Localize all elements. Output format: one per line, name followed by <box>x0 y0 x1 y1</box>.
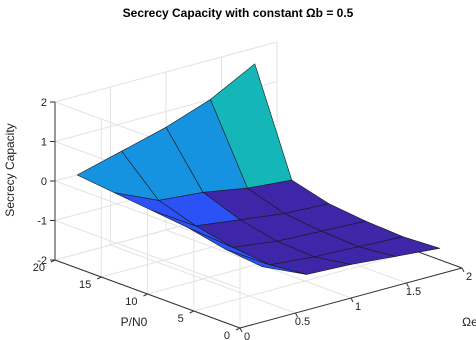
z-tick-label: -1 <box>37 216 47 228</box>
y-tick-label: 0 <box>224 330 230 340</box>
x-tick-label: 1.5 <box>406 286 421 298</box>
z-axis-label: Secrecy Capacity <box>3 123 17 216</box>
surface-patch-0-4 <box>76 150 159 201</box>
x-tick-label: 1 <box>355 301 361 313</box>
x-tick-label: 0 <box>244 331 250 340</box>
y-tick-mark <box>97 276 102 280</box>
y-tick-mark <box>143 293 148 297</box>
x-tick-mark <box>406 282 409 288</box>
chart-title: Secrecy Capacity with constant Ωb = 0.5 <box>123 6 354 20</box>
y-tick-label: 5 <box>178 313 184 325</box>
z-tick-label: 2 <box>41 97 47 109</box>
y-axis-label: P/N0 <box>121 315 148 329</box>
x-tick-mark <box>350 297 354 303</box>
y-tick-label: 20 <box>33 262 45 274</box>
x-tick-mark <box>295 312 298 318</box>
x-tick-mark <box>461 267 465 273</box>
x-axis-label: Ωe <box>462 315 476 329</box>
surface <box>76 63 441 275</box>
y-tick-mark <box>189 310 194 314</box>
z-tick-label: 1 <box>41 137 47 149</box>
x-tick-mark <box>239 327 243 333</box>
x-tick-label: 2 <box>466 271 472 283</box>
z-tick-label: 0 <box>41 176 47 188</box>
y-tick-mark <box>235 327 241 331</box>
x-tick-label: 0.5 <box>295 316 310 328</box>
y-tick-label: 15 <box>79 279 91 291</box>
y-tick-label: 10 <box>125 296 137 308</box>
z-tick-label: -2 <box>37 255 47 267</box>
